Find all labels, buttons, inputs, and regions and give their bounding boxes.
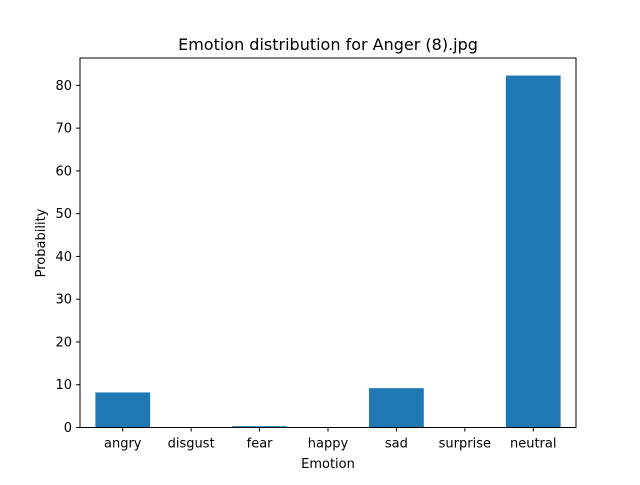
x-tick-label-neutral: neutral	[510, 437, 557, 452]
y-tick-label-80: 80	[55, 79, 72, 94]
y-tick-label-60: 60	[55, 164, 72, 179]
y-tick-label-50: 50	[55, 207, 72, 222]
y-tick-label-20: 20	[55, 335, 72, 350]
bar-neutral	[505, 75, 561, 428]
x-tick-label-disgust: disgust	[168, 437, 215, 452]
bar-fear	[232, 426, 287, 428]
x-tick-label-fear: fear	[247, 437, 274, 452]
x-axis: angry disgust fear happy sad surprise neutral	[104, 427, 557, 452]
y-tick-label-30: 30	[55, 293, 72, 308]
x-tick-label-sad: sad	[385, 437, 408, 452]
bar-angry	[95, 392, 151, 428]
y-tick-label-0: 0	[64, 421, 72, 436]
y-axis-label: Probability	[34, 208, 49, 277]
x-tick-label-angry: angry	[104, 437, 142, 452]
x-tick-label-surprise: surprise	[439, 437, 491, 452]
bars-layer	[95, 75, 561, 428]
y-axis: 0 10 20 30 40 50 60 70 80	[55, 79, 80, 436]
y-tick-label-70: 70	[55, 122, 72, 137]
x-axis-label: Emotion	[301, 457, 355, 472]
y-tick-label-40: 40	[55, 250, 72, 265]
bar-sad	[369, 388, 424, 428]
y-tick-label-10: 10	[55, 378, 72, 393]
plot-frame	[79, 57, 577, 428]
chart-title: Emotion distribution for Anger (8).jpg	[178, 35, 478, 54]
x-tick-label-happy: happy	[308, 437, 349, 452]
